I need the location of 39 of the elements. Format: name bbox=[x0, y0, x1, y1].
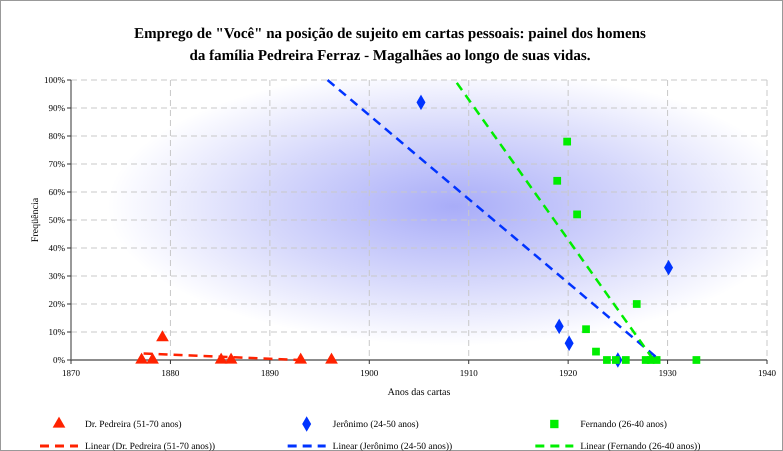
y-tick-label: 10% bbox=[48, 326, 66, 337]
point bbox=[632, 300, 641, 308]
legend-label: Linear (Dr. Pedreira (51-70 anos)) bbox=[85, 442, 216, 451]
chart-title: Emprego de "Você" na posição de sujeito em cartas pessoais: painel dos homens da família Pedreira Ferraz - Magalhães ao longo de suas vidas. bbox=[134, 26, 646, 64]
point bbox=[573, 210, 581, 218]
y-tick-label: 20% bbox=[48, 298, 66, 309]
point bbox=[563, 138, 572, 146]
y-tick-label: 60% bbox=[48, 186, 66, 197]
legend-label: Fernando (26-40 anos) bbox=[580, 420, 667, 430]
x-tick-label: 1880 bbox=[161, 368, 180, 378]
legend-label: Jerônimo (24-50 anos) bbox=[332, 420, 419, 430]
y-tick-label: 100% bbox=[44, 74, 66, 85]
point bbox=[612, 356, 620, 364]
point bbox=[592, 348, 600, 356]
x-tick-label: 1930 bbox=[658, 368, 678, 378]
point bbox=[603, 356, 611, 364]
y-tick-label: 50% bbox=[48, 214, 66, 225]
point bbox=[553, 176, 562, 185]
point bbox=[622, 356, 630, 364]
y-tick-label: 90% bbox=[48, 102, 66, 113]
x-tick-label: 1940 bbox=[758, 368, 776, 378]
legend-label: Linear (Fernando (26-40 anos)) bbox=[580, 442, 700, 451]
x-tick-label: 1890 bbox=[260, 368, 280, 378]
legend-label: Dr. Pedreira (51-70 anos) bbox=[85, 420, 182, 430]
point bbox=[582, 325, 590, 334]
x-tick-label: 1870 bbox=[62, 368, 80, 378]
y-tick-label: 40% bbox=[48, 242, 66, 253]
x-tick-label: 1920 bbox=[559, 368, 578, 378]
y-tick-label: 70% bbox=[48, 158, 66, 169]
y-tick-label: 0% bbox=[53, 354, 66, 365]
point bbox=[692, 356, 700, 364]
point bbox=[652, 356, 661, 364]
y-tick-label: 30% bbox=[48, 270, 66, 281]
y-axis-title: Freqüência bbox=[30, 197, 41, 242]
y-tick-label: 80% bbox=[48, 130, 66, 141]
x-axis-title: Anos das cartas bbox=[388, 387, 450, 398]
x-tick-label: 1910 bbox=[460, 368, 478, 378]
legend-label: Linear (Jerônimo (24-50 anos)) bbox=[332, 442, 452, 451]
x-tick-label: 1900 bbox=[360, 368, 379, 378]
